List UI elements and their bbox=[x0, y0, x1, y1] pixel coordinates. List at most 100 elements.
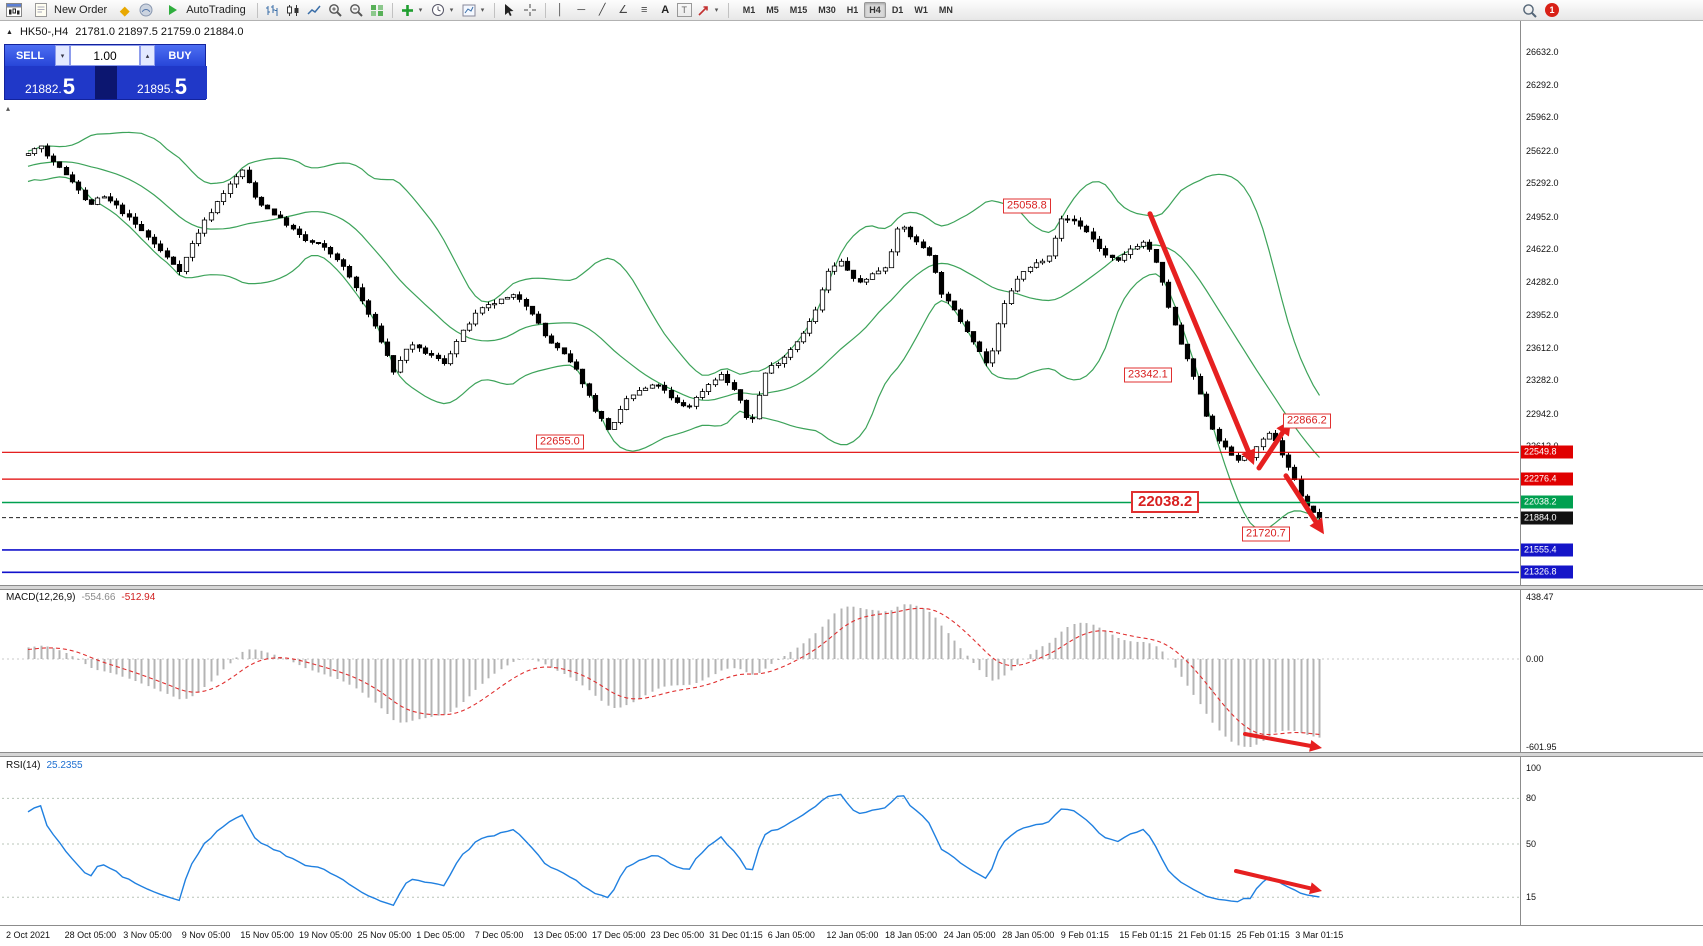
label-tool-icon[interactable]: T bbox=[676, 3, 692, 17]
templates-caret-icon[interactable]: ▾ bbox=[480, 7, 485, 14]
timeframe-button-D1[interactable]: D1 bbox=[891, 5, 904, 15]
price-axis-label: 25622.0 bbox=[1526, 145, 1559, 156]
volume-decrement-button[interactable]: ▾ bbox=[55, 45, 70, 66]
bar-chart-mode-icon[interactable] bbox=[263, 2, 282, 19]
price-line-label-21555.4: 21555.4 bbox=[1521, 543, 1573, 557]
macd-header: MACD(12,26,9) -554.66 -512.94 bbox=[6, 592, 155, 603]
price-callout-22866.2[interactable]: 22866.2 bbox=[1283, 413, 1331, 429]
timeframe-button-H1[interactable]: H1 bbox=[846, 5, 859, 15]
arrows-tool-icon[interactable] bbox=[694, 2, 713, 19]
time-axis-label: 3 Mar 01:15 bbox=[1295, 930, 1344, 940]
trendline-tool-icon[interactable]: ╱ bbox=[598, 3, 606, 16]
trade-panel-collapse-icon[interactable]: ▴ bbox=[6, 104, 11, 113]
price-axis-label: 23952.0 bbox=[1526, 309, 1559, 320]
rsi-value: 25.2355 bbox=[46, 760, 83, 771]
time-axis-label: 13 Dec 05:00 bbox=[533, 930, 587, 940]
price-callout-25058.8[interactable]: 25058.8 bbox=[1003, 198, 1051, 214]
price-callout-21720.7[interactable]: 21720.7 bbox=[1242, 526, 1290, 542]
new-order-button[interactable]: New Order bbox=[25, 1, 113, 19]
metaquotes-icon[interactable]: ◆ bbox=[119, 2, 130, 18]
channel-tool-icon[interactable]: ∠ bbox=[618, 3, 629, 16]
sell-price-text: 21882. bbox=[25, 82, 62, 96]
rsi-axis-label: 100 bbox=[1526, 763, 1542, 773]
timeframe-button-W1[interactable]: W1 bbox=[914, 5, 928, 15]
time-axis-label: 2 Oct 2021 bbox=[6, 930, 51, 940]
price-axis-label: 22942.0 bbox=[1526, 408, 1559, 419]
macd-rsi-separator[interactable] bbox=[0, 752, 1703, 757]
timeframe-group: M1 M5 M15 M30 H1 H4 D1 W1 MN bbox=[738, 2, 958, 18]
community-icon[interactable] bbox=[136, 2, 155, 19]
macd-axis-label: 438.47 bbox=[1526, 592, 1554, 602]
zoom-in-icon[interactable] bbox=[326, 2, 345, 19]
periods-icon[interactable] bbox=[429, 2, 448, 19]
periods-caret-icon[interactable]: ▾ bbox=[449, 7, 454, 14]
zoom-out-icon[interactable] bbox=[347, 2, 366, 19]
fibonacci-tool-icon[interactable]: ≡ bbox=[641, 3, 648, 16]
templates-icon[interactable] bbox=[460, 2, 479, 19]
price-callout-22655.0[interactable]: 22655.0 bbox=[536, 434, 584, 450]
crosshair-icon[interactable] bbox=[521, 2, 540, 19]
time-axis-label: 25 Nov 05:00 bbox=[357, 930, 412, 940]
timeframe-button-M1[interactable]: M1 bbox=[742, 5, 756, 15]
price-line-label-22038.2: 22038.2 bbox=[1521, 495, 1573, 509]
candlestick-mode-icon[interactable] bbox=[284, 2, 303, 19]
time-axis-label: 1 Dec 05:00 bbox=[416, 930, 465, 940]
macd-axis-label: 0.00 bbox=[1526, 654, 1544, 664]
symbol-period-label: HK50-,H4 bbox=[19, 26, 69, 38]
autotrading-button[interactable]: AutoTrading bbox=[157, 1, 252, 19]
timeframe-button-M15[interactable]: M15 bbox=[789, 5, 808, 15]
buy-price[interactable]: 21895. 5 bbox=[117, 66, 207, 99]
price-axis-border bbox=[1520, 21, 1521, 925]
rsi-name: RSI(14) bbox=[6, 760, 41, 771]
price-callout-22038.2[interactable]: 22038.2 bbox=[1131, 491, 1200, 514]
buy-price-text: 21895. bbox=[137, 82, 174, 96]
new-order-icon bbox=[31, 2, 50, 19]
autotrading-label: AutoTrading bbox=[186, 4, 246, 16]
time-axis-label: 28 Oct 05:00 bbox=[64, 930, 117, 940]
volume-increment-button[interactable]: ▴ bbox=[140, 45, 155, 66]
line-chart-mode-icon[interactable] bbox=[305, 2, 324, 19]
search-icon[interactable] bbox=[1520, 2, 1539, 19]
timeframe-button-H4[interactable]: H4 bbox=[864, 2, 886, 18]
buy-price-big-digit: 5 bbox=[174, 74, 187, 99]
price-axis-label: 23612.0 bbox=[1526, 343, 1559, 354]
time-axis-label: 31 Dec 01:15 bbox=[709, 930, 763, 940]
price-line-label-21884.0: 21884.0 bbox=[1521, 511, 1573, 525]
time-axis-label: 17 Dec 05:00 bbox=[592, 930, 646, 940]
indicators-caret-icon[interactable]: ▾ bbox=[418, 7, 423, 14]
price-axis-label: 23282.0 bbox=[1526, 375, 1559, 386]
time-axis-label: 7 Dec 05:00 bbox=[474, 930, 524, 940]
timeframe-button-M30[interactable]: M30 bbox=[818, 5, 836, 15]
buy-button[interactable]: BUY bbox=[155, 45, 205, 66]
indicators-icon[interactable] bbox=[398, 2, 417, 19]
price-axis-label: 26632.0 bbox=[1526, 46, 1559, 57]
rsi-indicator bbox=[2, 793, 1519, 907]
price-callout-23342.1[interactable]: 23342.1 bbox=[1124, 367, 1172, 383]
text-tool-icon[interactable]: A bbox=[661, 3, 670, 16]
ohlc-values: 21781.0 21897.5 21759.0 21884.0 bbox=[75, 26, 244, 38]
time-axis[interactable] bbox=[0, 925, 1703, 946]
sell-price[interactable]: 21882. 5 bbox=[5, 66, 95, 99]
horizontal-line-tool-icon[interactable]: ─ bbox=[577, 3, 586, 16]
vertical-line-tool-icon[interactable]: │ bbox=[556, 3, 564, 16]
macd-axis-label: -601.95 bbox=[1526, 742, 1557, 752]
sell-price-big-digit: 5 bbox=[62, 74, 75, 99]
chart-window-icon[interactable] bbox=[4, 2, 23, 19]
cursor-icon[interactable] bbox=[500, 2, 519, 19]
notification-badge[interactable]: 1 bbox=[1545, 3, 1559, 17]
tile-windows-icon[interactable] bbox=[368, 2, 387, 19]
chart-macd-separator[interactable] bbox=[0, 585, 1703, 590]
volume-input[interactable] bbox=[70, 45, 140, 66]
timeframe-button-M5[interactable]: M5 bbox=[766, 5, 779, 15]
time-axis-label: 15 Feb 01:15 bbox=[1119, 930, 1173, 940]
window-menu-icon[interactable]: ▲ bbox=[6, 28, 13, 36]
price-axis-label: 24952.0 bbox=[1526, 211, 1559, 222]
candles bbox=[25, 143, 1323, 521]
timeframe-button-MN[interactable]: MN bbox=[938, 5, 953, 15]
price-axis-label: 24282.0 bbox=[1526, 277, 1559, 288]
spinner-down-icon: ▾ bbox=[60, 52, 65, 60]
arrows-caret-icon[interactable]: ▾ bbox=[714, 7, 719, 14]
sell-button[interactable]: SELL bbox=[5, 45, 55, 66]
horizontal-lines[interactable] bbox=[2, 451, 1519, 574]
